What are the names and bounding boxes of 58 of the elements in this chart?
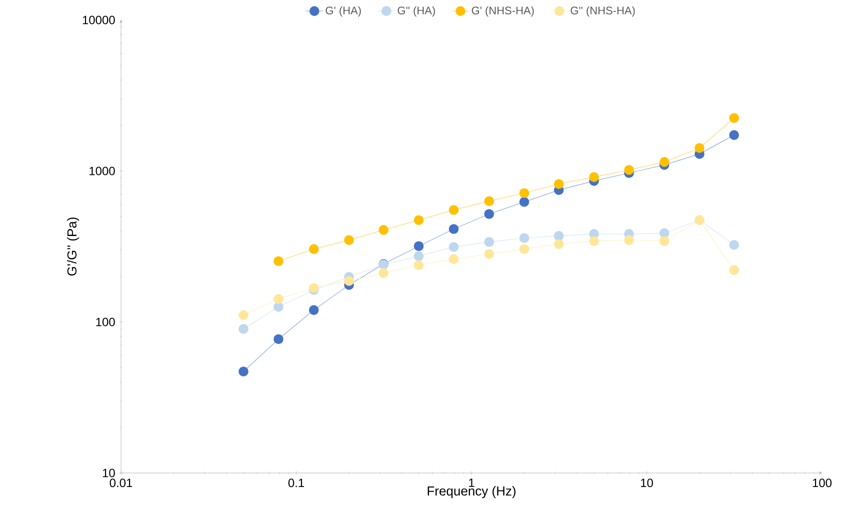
x-tick-label: 0.1 (288, 478, 304, 488)
x-axis-title: Frequency (Hz) (428, 486, 516, 498)
point (659, 228, 670, 238)
point (729, 265, 739, 275)
point (589, 236, 599, 246)
y-tick-label: 10 (102, 468, 115, 478)
point (414, 215, 424, 225)
point (344, 276, 354, 286)
point (484, 209, 494, 219)
point (378, 268, 388, 278)
point (729, 240, 739, 250)
point (484, 249, 494, 259)
y-tick-label: 10000 (82, 16, 115, 24)
point (729, 113, 739, 123)
point (694, 143, 704, 153)
point (519, 197, 530, 207)
point (519, 188, 530, 198)
legend-label: G'' (NHS-HA) (570, 6, 635, 17)
point (238, 366, 248, 376)
point (238, 324, 248, 334)
point (414, 241, 424, 252)
point (729, 130, 739, 140)
point (448, 242, 459, 252)
point (554, 239, 564, 250)
point (308, 244, 319, 254)
y-axis-title: G'/G'' (Pa) (66, 218, 80, 276)
legend-label: G' (HA) (326, 6, 361, 17)
y-tick-label: 1000 (90, 166, 115, 176)
x-tick-label: 0.01 (110, 478, 132, 488)
point (448, 224, 459, 234)
x-tick-label: 100 (812, 478, 832, 488)
point (554, 179, 564, 189)
x-tick-label: 10 (640, 478, 653, 488)
y-tick-label: 100 (96, 318, 115, 326)
point (344, 235, 354, 245)
point (659, 236, 670, 246)
point (378, 225, 388, 235)
point (554, 230, 564, 241)
point (238, 310, 248, 320)
point (274, 294, 284, 304)
point (589, 172, 599, 182)
point (624, 165, 634, 175)
point (414, 251, 424, 262)
point (659, 157, 670, 167)
point (414, 260, 424, 270)
point (484, 237, 494, 247)
point (624, 235, 634, 245)
point (519, 244, 530, 254)
legend-label: G' (NHS-HA) (472, 6, 534, 17)
point (519, 233, 530, 243)
point (274, 256, 284, 266)
legend-label: G'' (HA) (398, 6, 435, 17)
point (274, 334, 284, 344)
point (484, 196, 494, 206)
x-tick-label: 1 (469, 478, 474, 487)
point (448, 205, 459, 215)
point (308, 305, 319, 315)
point (448, 254, 459, 264)
